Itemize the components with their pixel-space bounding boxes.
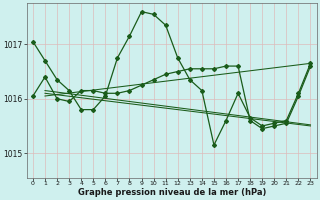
X-axis label: Graphe pression niveau de la mer (hPa): Graphe pression niveau de la mer (hPa) <box>77 188 266 197</box>
